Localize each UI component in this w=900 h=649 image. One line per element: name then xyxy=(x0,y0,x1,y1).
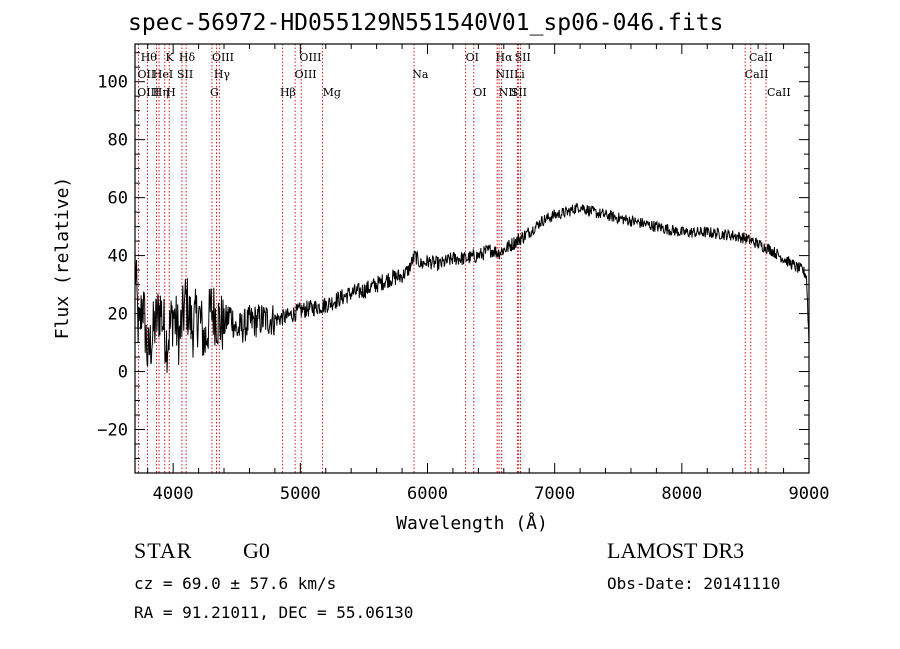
line-label: Hθ xyxy=(141,51,158,64)
coordinates-text: RA = 91.21011, DEC = 55.06130 xyxy=(134,603,414,622)
y-tick-label: 0 xyxy=(118,363,128,383)
plot-frame xyxy=(134,43,810,474)
line-label: OIII xyxy=(299,51,321,64)
line-label: OI xyxy=(473,86,486,99)
x-tick-label: 7000 xyxy=(534,484,575,504)
y-tick-label: 20 xyxy=(108,305,128,325)
x-tick-label: 5000 xyxy=(280,484,321,504)
line-label: Hβ xyxy=(280,86,296,99)
line-label: SII xyxy=(177,68,193,81)
y-axis-label: Flux (relative) xyxy=(52,177,73,340)
y-tick-label: −20 xyxy=(97,421,128,441)
x-tick-label: 8000 xyxy=(661,484,702,504)
line-label: K xyxy=(166,51,175,64)
line-label: Li xyxy=(514,68,525,81)
line-label: OII xyxy=(138,68,156,81)
spectrum-series xyxy=(134,202,810,373)
line-label: OIII xyxy=(137,86,159,99)
axis-tick-labels: 4000 5000 6000 7000 8000 9000 −20 0 20 40 60 80 100 xyxy=(97,73,829,504)
line-label: SII xyxy=(511,86,527,99)
line-label: OI xyxy=(466,51,479,64)
line-label: H xyxy=(166,86,176,99)
axis-ticks xyxy=(135,44,810,473)
line-label: Hγ xyxy=(214,68,231,81)
line-label: NII xyxy=(496,68,514,81)
y-tick-label: 60 xyxy=(108,189,128,209)
spectrum-line xyxy=(134,202,810,373)
x-tick-label: 6000 xyxy=(407,484,448,504)
line-label: Mg xyxy=(323,86,341,99)
redshift-text: cz = 69.0 ± 57.6 km/s xyxy=(134,574,337,593)
object-type: STAR xyxy=(134,538,193,563)
line-label: Hη xyxy=(153,86,169,99)
emission-line-markers xyxy=(137,44,767,473)
line-label: Na xyxy=(412,68,429,81)
x-tick-label: 9000 xyxy=(789,484,830,504)
obs-date: Obs-Date: 20141110 xyxy=(607,574,781,593)
x-tick-label: 4000 xyxy=(153,484,194,504)
line-label: OIII xyxy=(295,68,317,81)
line-label: CaII xyxy=(749,51,773,64)
y-tick-label: 100 xyxy=(97,73,128,93)
line-label: NII xyxy=(499,86,517,99)
line-label: Hδ xyxy=(179,51,196,64)
line-label: Hα xyxy=(496,51,514,64)
chart-title: spec-56972-HD055129N551540V01_sp06-046.f… xyxy=(128,10,724,36)
y-tick-label: 40 xyxy=(108,247,128,267)
line-label: SII xyxy=(515,51,531,64)
spectral-class: G0 xyxy=(243,538,270,563)
line-label: HeI xyxy=(153,68,173,81)
line-label: OIII xyxy=(212,51,234,64)
line-label: CaII xyxy=(767,86,791,99)
y-tick-label: 80 xyxy=(108,131,128,151)
line-label: G xyxy=(210,86,219,99)
line-label: CaII xyxy=(745,68,769,81)
x-axis-label: Wavelength (Å) xyxy=(396,512,548,534)
survey-name: LAMOST DR3 xyxy=(607,538,745,563)
